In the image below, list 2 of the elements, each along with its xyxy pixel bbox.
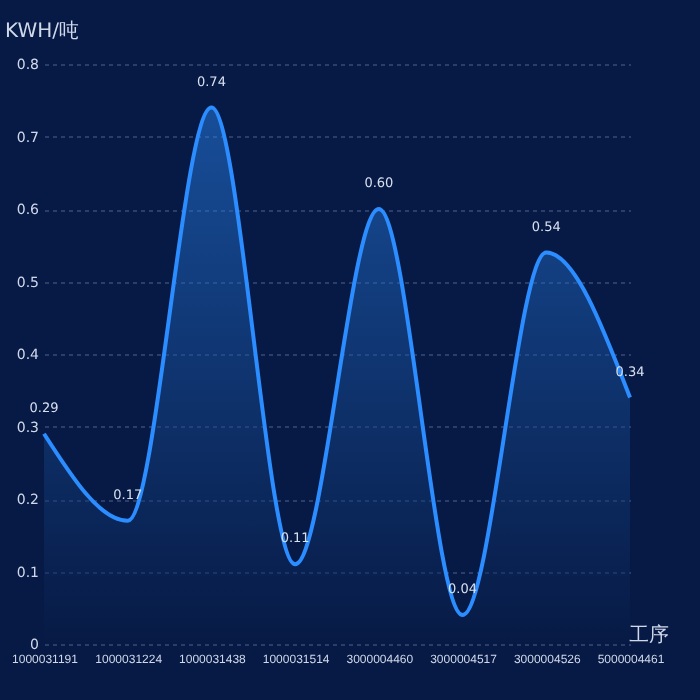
x-axis-title: 工序: [629, 623, 669, 647]
y-axis-title: KWH/吨: [5, 19, 79, 43]
